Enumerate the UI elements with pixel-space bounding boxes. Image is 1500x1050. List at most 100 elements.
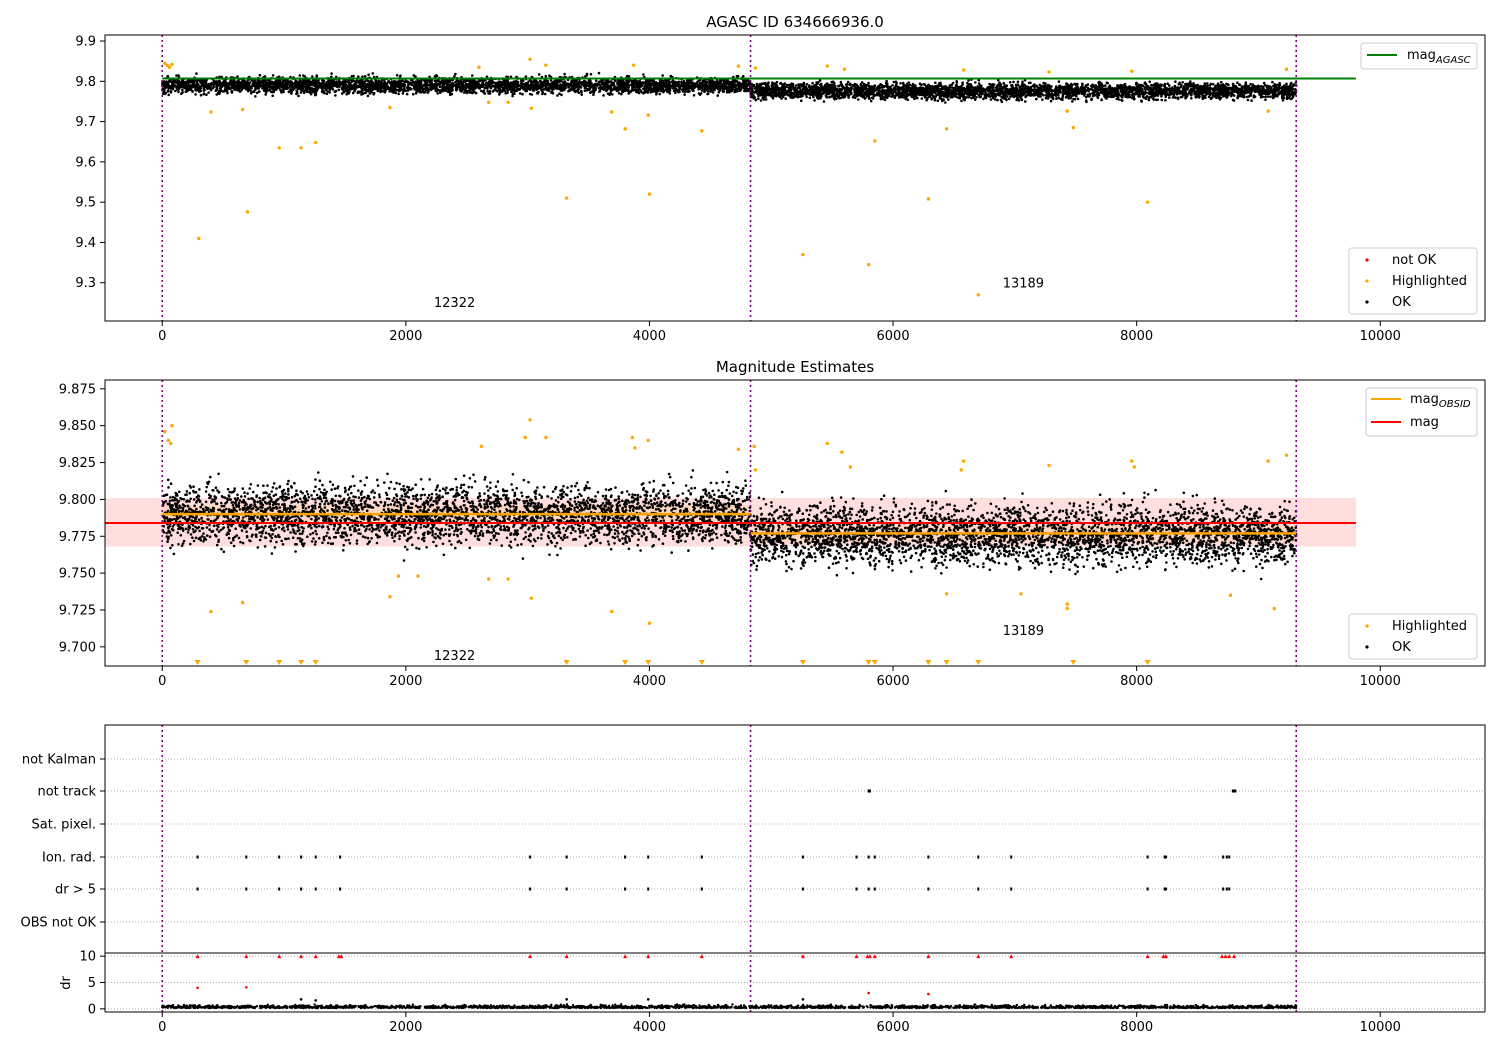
dr-clipped-marker [277,954,282,959]
highlighted-point [170,424,174,428]
flag-marker [868,789,871,793]
highlighted-point [840,450,844,454]
flag-label: not Kalman [22,753,96,768]
x-tick-label: 8000 [1120,329,1153,344]
dr-clipped-marker [1232,954,1237,959]
highlighted-point [873,139,877,143]
dr-notok-point [867,991,870,995]
flag-marker [1010,855,1013,859]
flag-marker [278,887,281,891]
y-tick-label: 9.7 [75,115,96,130]
below-range-marker [1070,660,1077,665]
highlighted-point [801,252,805,257]
flag-marker [873,855,876,859]
dr-clipped-marker [872,954,877,959]
highlighted-point [1266,109,1270,113]
flag-marker [1222,855,1225,859]
highlighted-point [825,64,829,68]
flags-panel: not Kalman not track Sat. pixel. Ion. rad. d… [21,724,1486,1012]
legend-notok-label: not OK [1392,253,1437,268]
y-tick-label: 9.725 [59,603,96,618]
panel1-y-axis: 9.3 9.4 9.5 9.6 9.7 9.8 9.9 [75,35,105,291]
flag-label: not track [37,785,96,800]
dr-clipped-marker [800,954,805,959]
legend-ok-marker [1365,300,1369,304]
y-tick-label: 10 [79,950,96,965]
x-tick-label: 10000 [1360,674,1401,689]
flag-marker [245,855,248,859]
x-tick-label: 8000 [1120,1020,1153,1035]
agasc-panel: AGASC ID 634666936.0 9.39.49.59.69.79.89… [75,13,1486,344]
highlighted-point [486,577,491,581]
highlighted-point [197,236,201,241]
highlighted-point [1284,67,1289,71]
highlighted-point [700,129,704,133]
y-tick-label: 0 [88,1002,96,1017]
highlighted-point [299,146,303,150]
dr-notok-point [927,992,930,996]
panel1-obsid-label-2: 13189 [1003,277,1044,292]
highlighted-point [209,110,213,114]
highlighted-point [736,447,741,451]
flag-marker [1225,887,1228,891]
legend-highlighted-label: Highlighted [1392,274,1467,289]
y-tick-label: 9.750 [59,567,96,582]
highlighted-point [736,64,741,68]
flag-marker [927,855,930,859]
y-tick-label: 5 [88,976,96,991]
flag-marker [300,887,303,891]
below-range-marker [563,660,570,665]
flag-marker [1228,887,1231,891]
highlighted-point [506,100,510,104]
highlighted-point [396,574,401,578]
flags-y-axis: not Kalman not track Sat. pixel. Ion. rad. d… [21,753,105,931]
dr-points [161,1003,1298,1010]
flag-marker [339,855,342,859]
highlighted-point [544,63,548,67]
highlighted-point [646,113,650,117]
dr-clipped-marker [623,954,628,959]
highlighted-point [842,67,847,71]
highlighted-point [753,468,758,472]
highlighted-point [486,100,491,104]
dr-clipped-marker [926,954,931,959]
dr-clipped-marker [339,954,344,959]
x-tick-label: 2000 [389,329,422,344]
flag-marker [873,887,876,891]
ok-points-obsid-2 [749,78,1298,104]
flag-marker [647,855,650,859]
highlighted-point [647,621,652,625]
highlighted-point [1130,69,1134,73]
flag-marker [1146,887,1149,891]
dr-clipped-marker [1219,954,1224,959]
highlighted-point [564,196,569,200]
dr-ok-point [565,998,568,1001]
highlighted-point [416,574,420,578]
y-tick-label: 9.9 [75,35,96,50]
dr-clipped-marker [1163,954,1168,959]
highlighted-point [388,105,392,110]
legend-ok-label: OK [1392,295,1411,310]
legend-notok-marker [1365,258,1369,262]
highlighted-point [959,468,963,472]
below-range-marker [243,660,250,665]
highlighted-point [528,418,532,422]
highlighted-point [529,596,534,600]
x-tick-label: 6000 [877,329,910,344]
highlighted-point [1145,200,1150,204]
flag-marker [855,855,858,859]
highlighted-point [752,444,756,449]
x-tick-label: 4000 [633,1020,666,1035]
x-tick-label: 4000 [633,329,666,344]
flag-marker [1146,855,1149,859]
highlighted-point [976,293,981,297]
below-range-marker [1144,660,1151,665]
dr-clipped-marker [646,954,651,959]
highlighted-point [479,444,484,449]
highlighted-point [944,592,949,596]
highlighted-point [1272,606,1276,611]
dr-y-axis: 0 5 10 [79,950,105,1017]
flag-marker [801,855,804,859]
dr-clipped-marker [1223,954,1228,959]
panel2-y-axis: 9.700 9.725 9.750 9.775 9.800 9.825 9.850 9.875 [59,382,105,655]
